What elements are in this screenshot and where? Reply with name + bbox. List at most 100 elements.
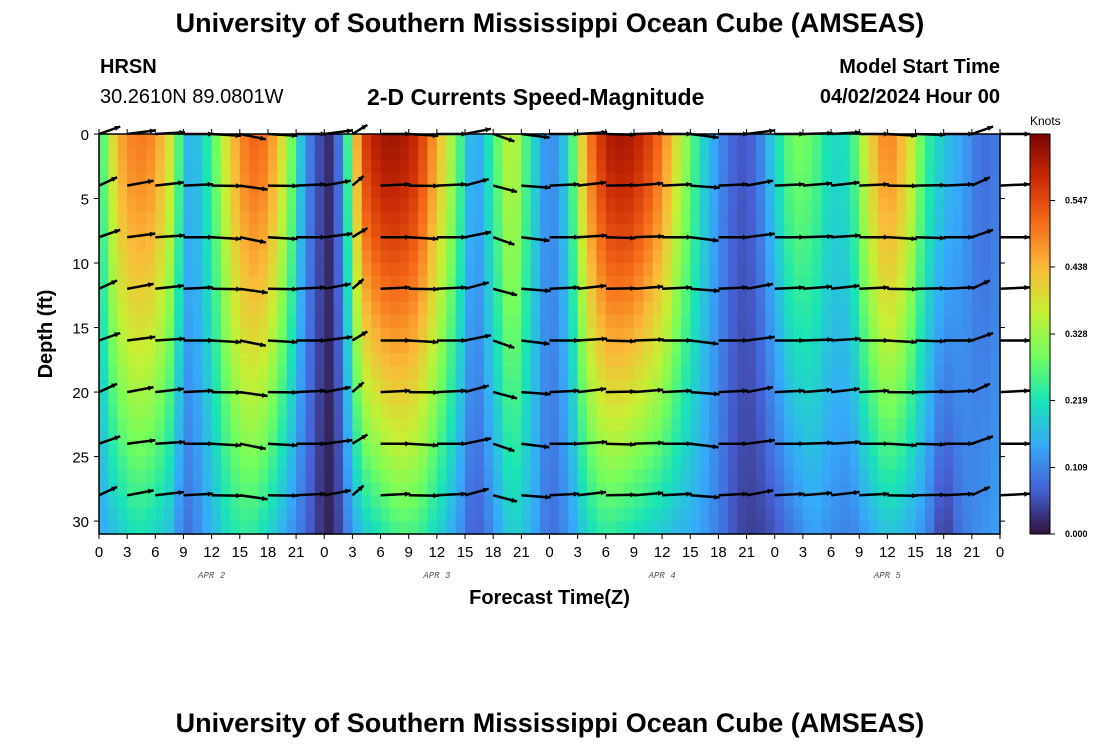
heatmap-cell: [249, 263, 260, 277]
heatmap-cell: [943, 482, 954, 496]
heatmap-cell: [868, 314, 879, 329]
heatmap-cell: [427, 172, 438, 187]
heatmap-cell: [896, 495, 907, 509]
heatmap-cell: [493, 211, 504, 225]
heatmap-cell: [389, 301, 400, 316]
heatmap-cell: [971, 456, 982, 471]
heatmap-cell: [793, 417, 804, 432]
heatmap-cell: [221, 508, 231, 522]
heatmap-cell: [793, 443, 804, 458]
heatmap-cell: [474, 443, 485, 458]
heatmap-cell: [361, 430, 372, 445]
heatmap-cell: [455, 443, 466, 458]
heatmap-cell: [296, 288, 307, 303]
heatmap-cell: [962, 224, 973, 238]
heatmap-cell: [662, 159, 673, 174]
heatmap-cell: [887, 340, 898, 354]
heatmap-cell: [587, 224, 598, 238]
heatmap-cell: [680, 250, 691, 264]
heatmap-cell: [127, 417, 138, 432]
heatmap-cell: [934, 379, 945, 393]
heatmap-cell: [755, 340, 766, 354]
heatmap-cell: [286, 379, 297, 393]
heatmap-cell: [324, 263, 335, 277]
heatmap-cell: [774, 430, 785, 445]
heatmap-cell: [990, 185, 1001, 200]
heatmap-cell: [127, 146, 138, 161]
heatmap-cell: [230, 237, 241, 251]
heatmap-cell: [624, 159, 635, 174]
current-vector-head: [940, 182, 946, 188]
heatmap-cell: [596, 430, 607, 445]
heatmap-cell: [371, 224, 382, 238]
heatmap-cell: [99, 353, 109, 367]
heatmap-cell: [812, 237, 823, 251]
heatmap-cell: [699, 275, 710, 290]
current-vector-head: [179, 336, 185, 342]
heatmap-cell: [568, 353, 579, 367]
heatmap-cell: [465, 404, 476, 419]
heatmap-cell: [474, 469, 485, 483]
heatmap-cell: [474, 495, 485, 509]
heatmap-cell: [474, 353, 485, 367]
heatmap-cell: [211, 353, 222, 367]
heatmap-cell: [924, 288, 935, 303]
heatmap-cell: [624, 301, 635, 316]
heatmap-cell: [718, 392, 729, 406]
heatmap-cell: [465, 275, 476, 290]
heatmap-cell: [333, 288, 344, 303]
heatmap-cell: [577, 443, 588, 458]
heatmap-cell: [436, 211, 447, 225]
heatmap-cell: [924, 521, 935, 535]
heatmap-cell: [371, 508, 382, 522]
heatmap-cell: [868, 456, 879, 471]
current-vector-head: [983, 486, 990, 492]
heatmap-cell: [934, 340, 945, 354]
heatmap-cell: [211, 404, 222, 419]
heatmap-cell: [755, 456, 766, 471]
heatmap-cell: [145, 159, 156, 174]
heatmap-cell: [868, 443, 879, 458]
heatmap-cell: [568, 340, 579, 354]
heatmap-cell: [727, 495, 738, 509]
heatmap-cell: [699, 366, 710, 380]
heatmap-cell: [840, 508, 851, 522]
heatmap-cell: [108, 508, 119, 522]
heatmap-cell: [680, 353, 691, 367]
heatmap-cell: [840, 443, 851, 458]
heatmap-cell: [605, 314, 616, 329]
heatmap-cell: [277, 146, 288, 161]
heatmap-cell: [521, 392, 532, 406]
current-vector-head: [545, 288, 551, 294]
heatmap-cell: [465, 172, 476, 187]
heatmap-cell: [662, 379, 673, 393]
heatmap-cell: [877, 301, 888, 316]
heatmap-cell: [436, 469, 447, 483]
day-label: APR 5: [873, 571, 902, 581]
heatmap-cell: [755, 224, 766, 238]
heatmap-cell: [530, 314, 541, 329]
heatmap-cell: [652, 508, 663, 522]
heatmap-cell: [164, 134, 175, 148]
heatmap-cell: [934, 456, 945, 471]
heatmap-cell: [549, 211, 560, 225]
heatmap-cell: [718, 353, 729, 367]
x-tick-label: 3: [573, 544, 581, 561]
heatmap-cell: [399, 288, 410, 303]
heatmap-cell: [793, 263, 804, 277]
heatmap-cell: [868, 159, 879, 174]
heatmap-cell: [211, 288, 222, 303]
heatmap-cell: [971, 366, 982, 380]
heatmap-cell: [474, 237, 485, 251]
heatmap-cell: [549, 159, 560, 174]
heatmap-cell: [399, 224, 410, 238]
x-tick-label: 12: [654, 544, 671, 561]
heatmap-cell: [211, 366, 222, 380]
heatmap-cell: [831, 288, 842, 303]
heatmap-cell: [221, 482, 231, 496]
heatmap-cell: [690, 263, 701, 277]
heatmap-cell: [249, 146, 260, 161]
heatmap-cell: [455, 275, 466, 290]
heatmap-cell: [680, 379, 691, 393]
heatmap-cell: [493, 443, 504, 458]
